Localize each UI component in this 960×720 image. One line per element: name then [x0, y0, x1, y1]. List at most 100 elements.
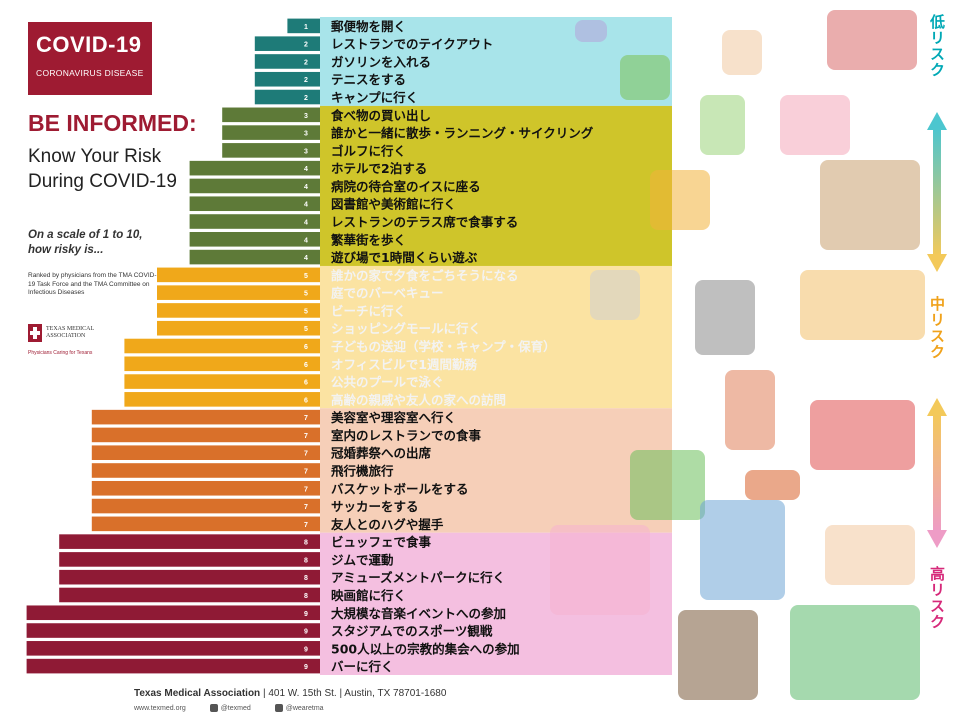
tma-logo: TEXAS MEDICAL ASSOCIATION Physicians Car…: [28, 322, 118, 362]
activity-label: ジムで運動: [331, 552, 394, 567]
activity-label: 病院の待合室のイスに座る: [331, 179, 481, 194]
bar: [91, 427, 320, 443]
illustration-image: [620, 55, 670, 100]
bar: [189, 232, 320, 247]
bar-value-label: 7: [304, 468, 308, 475]
bar-value-label: 4: [304, 184, 308, 191]
bar-value-label: 4: [304, 202, 308, 209]
bar: [91, 463, 320, 478]
bar: [222, 143, 320, 158]
bar: [26, 623, 320, 638]
activity-label: 500人以上の宗教的集会への参加: [331, 641, 520, 656]
bar: [189, 178, 320, 194]
bar: [26, 641, 320, 656]
activity-label: 高齢の親戚や友人の家への訪問: [331, 392, 506, 407]
activity-label: バスケットボールをする: [331, 481, 469, 496]
footer-org-line: Texas Medical Association | 401 W. 15th …: [134, 688, 446, 699]
activity-label: オフィスビルで1週間勤務: [331, 357, 477, 372]
bar: [91, 480, 320, 496]
bar: [91, 516, 320, 532]
bar: [254, 71, 320, 87]
footer-social-1[interactable]: @texmed: [209, 704, 251, 712]
footer-website[interactable]: www.texmed.org: [134, 704, 186, 712]
activity-label: キャンプに行く: [331, 90, 418, 105]
headline: BE INFORMED:: [28, 110, 197, 136]
bar-value-label: 4: [304, 220, 308, 227]
activity-label: ガソリンを入れる: [331, 54, 431, 69]
illustration-image: [700, 95, 745, 155]
activity-label: 大規模な音楽イベントへの参加: [331, 606, 506, 621]
activity-label: テニスをする: [331, 72, 406, 87]
bar-value-label: 5: [304, 308, 308, 315]
bar: [91, 445, 320, 460]
activity-label: レストランのテラス席で食事する: [331, 215, 518, 230]
bar: [59, 552, 320, 567]
scale-note: On a scale of 1 to 10, how risky is...: [28, 229, 143, 256]
bar-value-label: 5: [304, 273, 308, 280]
bar-value-label: 3: [304, 148, 308, 155]
bar: [222, 125, 320, 140]
activity-label: サッカーをする: [331, 499, 419, 514]
illustration-image: [745, 470, 800, 500]
activity-label: レストランでのテイクアウト: [331, 37, 493, 52]
activity-label: 誰かの家で夕食をごちそうになる: [331, 268, 519, 283]
footer-social-2[interactable]: @wearetma: [274, 704, 324, 712]
bar-value-label: 6: [304, 362, 308, 369]
mid-high-arrow-icon: [927, 398, 947, 548]
bar-value-label: 2: [304, 59, 308, 66]
bar-value-label: 9: [304, 664, 308, 671]
tma-logo-tagline: Physicians Caring for Texans: [28, 350, 93, 356]
bar-value-label: 3: [304, 131, 308, 138]
activity-label: 公共のプールで泳ぐ: [331, 375, 444, 390]
badge-subtitle: CORONAVIRUS DISEASE: [36, 68, 144, 78]
bar: [59, 587, 320, 603]
activity-label: 子どもの送迎（学校・キャンプ・保育）: [331, 339, 556, 354]
illustration-image: [827, 10, 917, 70]
bar: [222, 107, 320, 123]
illustration-image: [575, 20, 607, 42]
bar: [189, 249, 320, 265]
activity-label: スタジアムでのスポーツ観戦: [331, 624, 493, 639]
bar-value-label: 7: [304, 504, 308, 511]
bar: [91, 409, 320, 425]
bar: [254, 36, 320, 51]
illustration-image: [550, 525, 650, 615]
bar: [59, 534, 320, 549]
activity-label: ショッピングモールに行く: [331, 321, 481, 336]
instagram-icon: [274, 704, 283, 712]
activity-label: アミューズメントパークに行く: [331, 570, 505, 585]
low-mid-arrow-icon: [927, 112, 947, 272]
illustration-image: [630, 450, 705, 520]
activity-label: 庭でのバーベキュー: [331, 286, 444, 301]
activity-label: 冠婚葬祭への出席: [331, 446, 432, 461]
mid-risk-label: 中リスク: [928, 296, 946, 360]
activity-label: 食べ物の買い出し: [330, 108, 431, 123]
activity-label: バーに行く: [331, 659, 394, 674]
illustration-image: [700, 500, 785, 600]
bar: [91, 498, 320, 514]
illustrations: [550, 10, 925, 700]
bar: [26, 605, 320, 621]
tma-cross-icon: [28, 324, 42, 342]
bar-value-label: 4: [304, 255, 308, 262]
bar-value-label: 6: [304, 380, 308, 387]
bar-value-label: 8: [304, 575, 308, 582]
activity-label: 郵便物を開く: [331, 19, 406, 34]
risk-bands: [320, 17, 672, 675]
illustration-image: [678, 610, 758, 700]
bar: [189, 196, 320, 212]
bar: [189, 214, 320, 229]
bar-value-label: 7: [304, 522, 308, 529]
covid-badge: COVID-19 CORONAVIRUS DISEASE: [28, 22, 152, 95]
labels-layer: 郵便物を開くレストランでのテイクアウトガソリンを入れるテニスをするキャンプに行く…: [330, 19, 594, 674]
bar-value-label: 6: [304, 397, 308, 404]
bar: [157, 303, 320, 318]
illustration-image: [650, 170, 710, 230]
illustration-image: [790, 605, 920, 700]
social-icon: [209, 704, 218, 712]
bar-value-label: 2: [304, 42, 308, 49]
bar-value-label: 4: [304, 166, 308, 173]
bar: [124, 392, 321, 407]
bar: [157, 285, 320, 300]
